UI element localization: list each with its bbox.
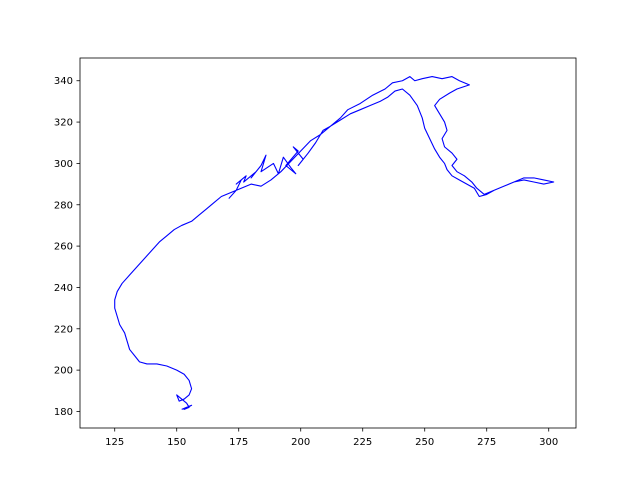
y-tick-label: 300: [54, 159, 73, 170]
x-tick-label: 125: [105, 437, 124, 448]
y-tick-label: 340: [54, 76, 73, 87]
axes-frame: [79, 57, 577, 429]
x-tick-label: 150: [167, 437, 186, 448]
x-tick-label: 200: [291, 437, 310, 448]
series-line-0: [114, 76, 555, 410]
plot-area: [114, 76, 555, 410]
y-tick-label: 280: [54, 200, 73, 211]
y-tick-label: 200: [54, 366, 73, 377]
x-tick-label: 225: [353, 437, 372, 448]
y-tick-label: 220: [54, 324, 73, 335]
y-tick-label: 320: [54, 118, 73, 129]
y-tick-label: 260: [54, 242, 73, 253]
x-tick-label: 250: [415, 437, 434, 448]
x-tick-label: 275: [477, 437, 496, 448]
x-tick-label: 300: [539, 437, 558, 448]
y-tick-label: 180: [54, 407, 73, 418]
x-tick-label: 175: [229, 437, 248, 448]
y-tick-label: 240: [54, 283, 73, 294]
axis-ticks: 125 150 175 200 225 250 275 300 180 200 220 240 260 2…: [54, 76, 558, 448]
